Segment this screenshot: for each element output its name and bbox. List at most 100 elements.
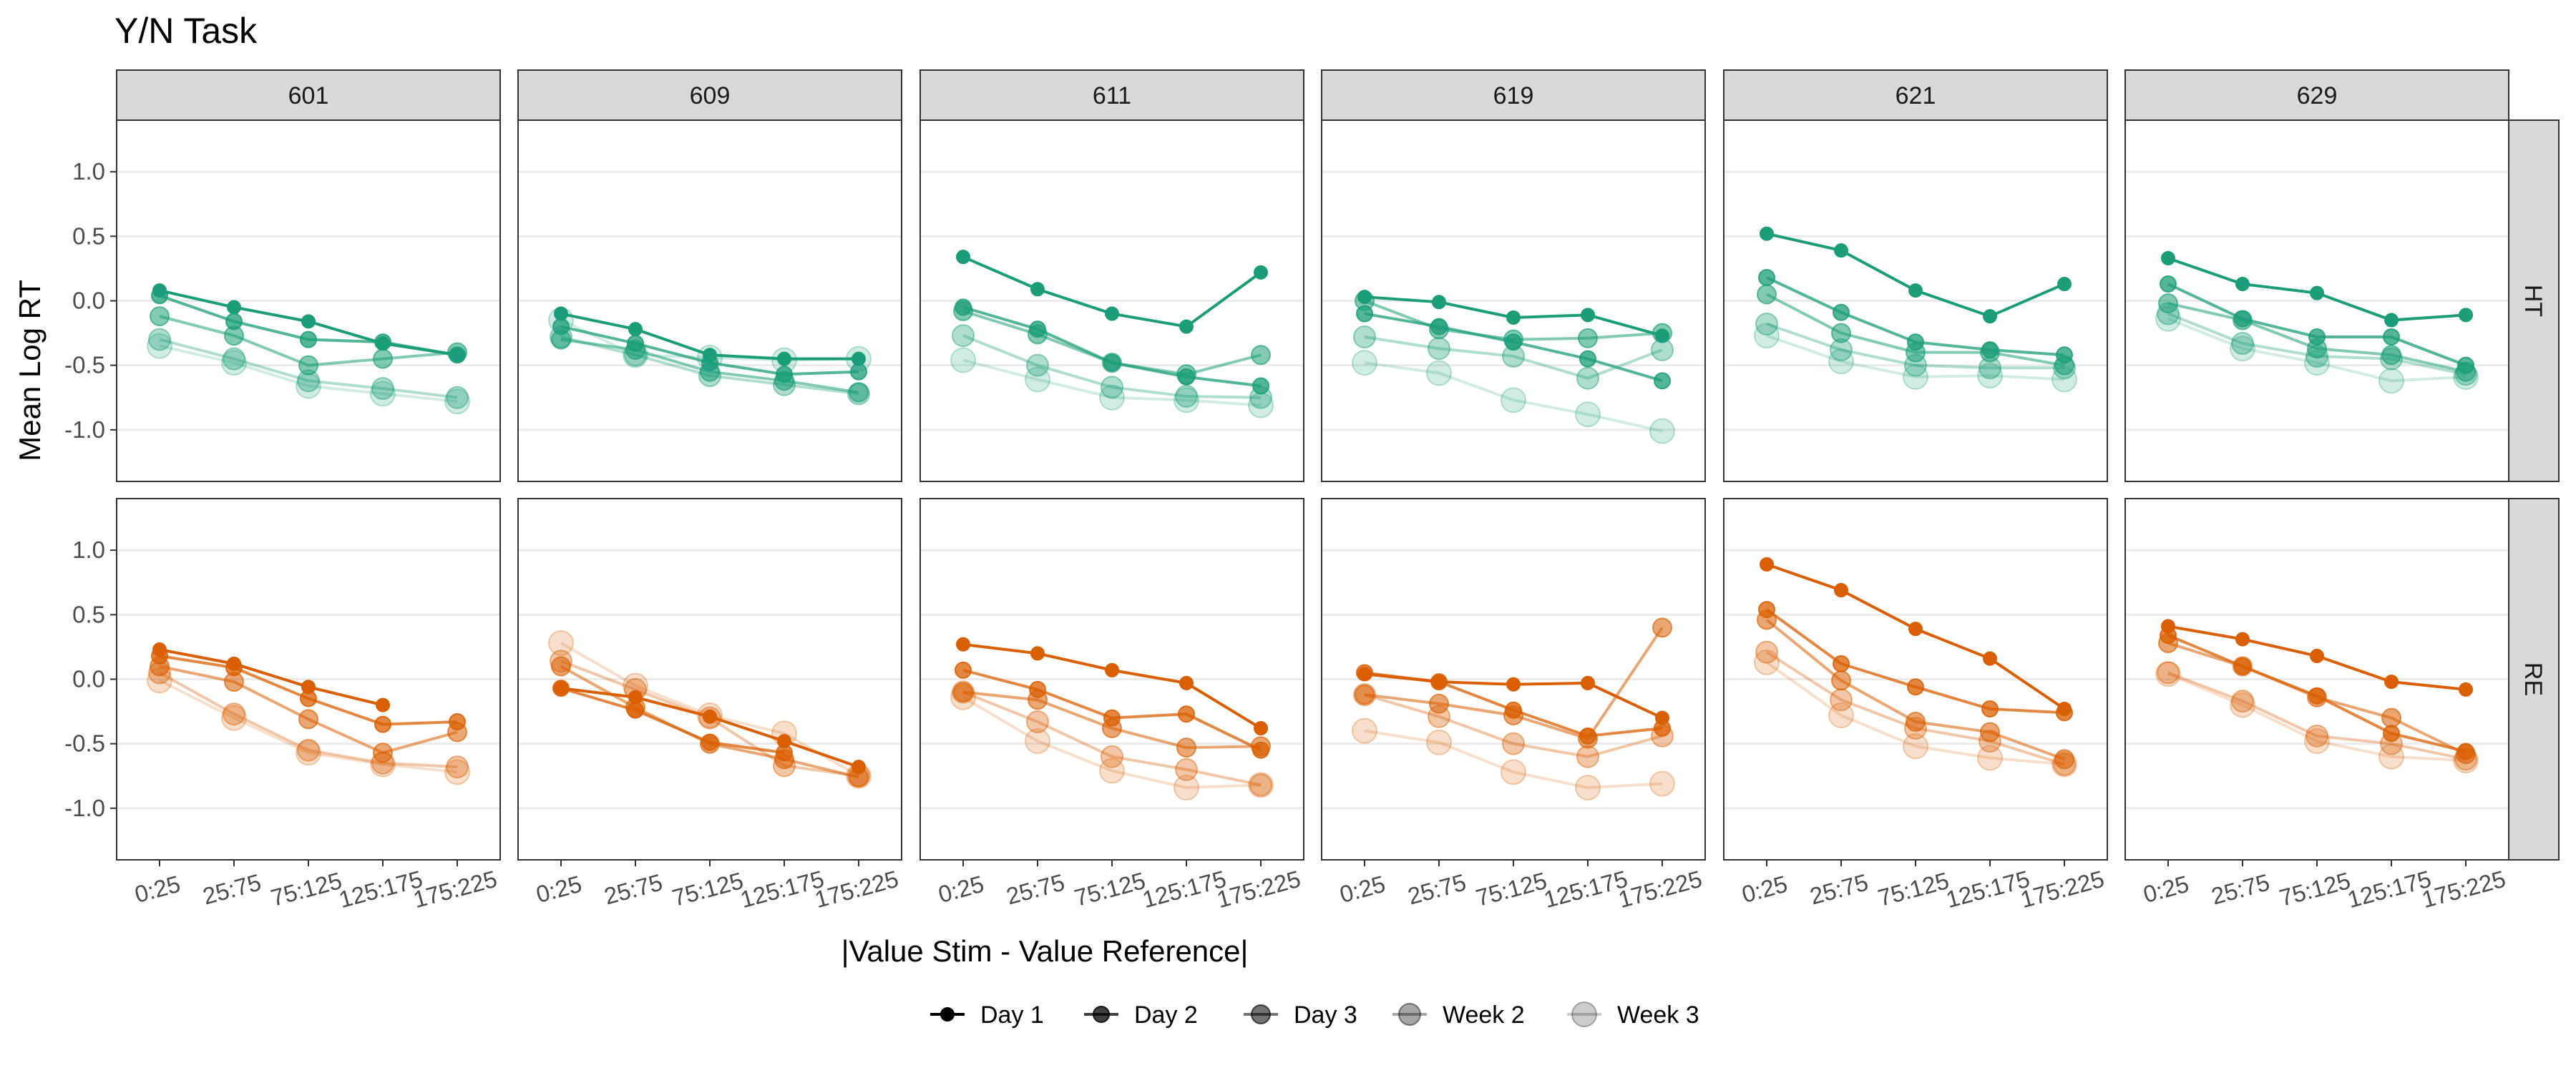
data-point (2383, 328, 2400, 346)
data-point (551, 656, 571, 677)
data-point (297, 738, 320, 762)
data-point (1179, 675, 1194, 690)
data-point (2234, 657, 2251, 675)
series-week-2 (148, 328, 469, 409)
data-point (1575, 775, 1601, 800)
series-week-3 (1352, 717, 1675, 800)
y-tick-label: 1.0 (72, 536, 105, 563)
data-point (554, 306, 568, 321)
legend-label: Day 1 (980, 1001, 1044, 1029)
data-point (1026, 353, 1049, 377)
series-line (1766, 334, 2065, 381)
data-point (1099, 758, 1125, 784)
x-axis-title: |Value Stim - Value Reference| (841, 934, 1249, 968)
series-line (159, 648, 384, 707)
data-point (1355, 685, 1375, 705)
y-tick-label: -1.0 (64, 416, 105, 443)
panel-border (116, 119, 501, 482)
data-point (1501, 387, 1526, 413)
data-point (1757, 284, 1777, 305)
strip-participant (2124, 69, 2509, 121)
data-point (554, 681, 568, 696)
data-point (152, 283, 167, 298)
data-point (1429, 693, 1449, 714)
data-point (446, 386, 469, 409)
data-point (1581, 308, 1595, 323)
data-point (1575, 401, 1601, 428)
data-point (1254, 721, 1268, 736)
data-point (552, 318, 570, 335)
data-point (221, 705, 247, 731)
data-point (1099, 384, 1125, 411)
data-point (1906, 712, 1926, 733)
data-point (1174, 387, 1199, 413)
data-point (628, 690, 643, 705)
series-line (962, 358, 1262, 407)
data-point (1430, 318, 1448, 335)
data-point (2384, 675, 2399, 690)
data-point (298, 355, 318, 376)
data-point (2160, 275, 2177, 293)
panel (1321, 498, 1706, 861)
data-point (2158, 293, 2178, 314)
strip-participant-label: 609 (690, 82, 731, 109)
series-line (962, 334, 1262, 399)
data-point (1760, 226, 1774, 241)
strip-participant-label: 611 (1093, 82, 1131, 109)
data-point (1576, 366, 1599, 390)
series-week-3 (1352, 350, 1675, 444)
data-point (1105, 662, 1119, 677)
data-point (1103, 354, 1121, 372)
data-point (2161, 250, 2175, 265)
series-day-1 (2161, 250, 2473, 328)
data-point (2231, 332, 2254, 356)
strip-group-label: RE (2519, 662, 2547, 696)
series-week-3 (950, 347, 1274, 418)
strip-group-label: HT (2519, 285, 2547, 317)
data-point (225, 313, 243, 330)
legend-key-point (1398, 1003, 1421, 1026)
data-point (1977, 363, 2003, 389)
data-point (2379, 368, 2404, 394)
panel (1723, 119, 2108, 482)
series-line (962, 696, 1262, 790)
series-day-3 (150, 306, 467, 376)
legend-key-point (940, 1007, 955, 1021)
series-line (159, 671, 458, 769)
data-point (548, 630, 574, 656)
strip-participant (517, 69, 902, 121)
data-point (1252, 377, 1269, 395)
panel-border (919, 119, 1304, 482)
data-point (2457, 356, 2474, 374)
data-point (296, 740, 321, 766)
series-week-3 (147, 667, 470, 785)
data-point (1907, 333, 1924, 351)
facet-grid: 601 609 611 619 621 629 HT 1.0 0.5 0.0 -0.5 -1.0 RE 1… (64, 69, 2560, 913)
data-point (1834, 243, 1848, 258)
data-point (1579, 350, 1596, 368)
data-point (148, 328, 171, 351)
series-line (1766, 323, 2064, 370)
data-point (852, 351, 866, 366)
data-point (2230, 335, 2255, 362)
series-day-2 (955, 298, 1269, 395)
series-day-1 (1760, 226, 2072, 324)
panel (2124, 498, 2509, 861)
data-point (376, 336, 390, 351)
data-point (1432, 675, 1446, 690)
strip-group (2508, 498, 2560, 861)
data-point (1352, 717, 1377, 744)
data-point (776, 366, 793, 383)
y-tick-label: 0.0 (72, 288, 105, 314)
series-line (159, 679, 458, 774)
legend-label: Week 2 (1443, 1001, 1525, 1029)
y-tick-label: -1.0 (64, 795, 105, 821)
panel-border (1723, 119, 2108, 482)
data-point (1174, 775, 1199, 800)
data-point (2056, 346, 2073, 364)
series-day-2 (955, 661, 1269, 759)
data-point (1833, 303, 1850, 321)
data-point (850, 363, 867, 381)
data-point (953, 682, 973, 702)
series-line (159, 344, 458, 403)
